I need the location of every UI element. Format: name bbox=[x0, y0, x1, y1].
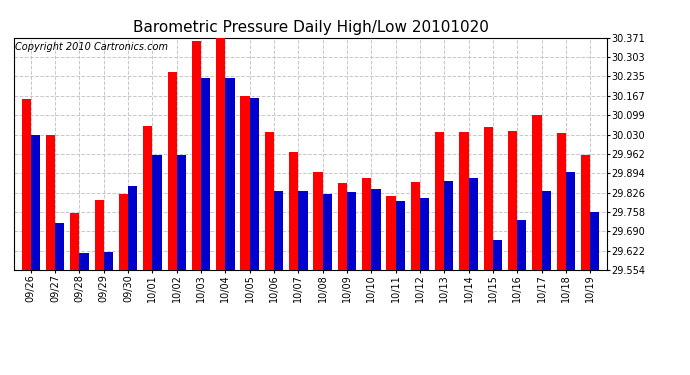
Bar bbox=[31, 135, 40, 270]
Bar bbox=[95, 200, 103, 270]
Bar bbox=[411, 182, 420, 270]
Bar bbox=[298, 192, 308, 270]
Bar bbox=[168, 72, 177, 270]
Bar bbox=[371, 189, 381, 270]
Bar bbox=[226, 78, 235, 270]
Bar bbox=[362, 178, 371, 270]
Bar bbox=[581, 155, 590, 270]
Bar bbox=[469, 178, 477, 270]
Bar bbox=[532, 115, 542, 270]
Bar bbox=[119, 194, 128, 270]
Bar bbox=[323, 194, 332, 270]
Bar bbox=[70, 213, 79, 270]
Bar bbox=[128, 186, 137, 270]
Bar bbox=[590, 212, 600, 270]
Bar bbox=[395, 201, 405, 270]
Bar bbox=[518, 220, 526, 270]
Bar bbox=[144, 126, 152, 270]
Bar bbox=[152, 155, 161, 270]
Title: Barometric Pressure Daily High/Low 20101020: Barometric Pressure Daily High/Low 20101… bbox=[132, 20, 489, 35]
Bar bbox=[216, 38, 226, 270]
Bar bbox=[420, 198, 429, 270]
Bar bbox=[177, 155, 186, 270]
Bar bbox=[313, 172, 323, 270]
Bar bbox=[347, 192, 356, 270]
Bar bbox=[104, 252, 113, 270]
Bar bbox=[557, 133, 566, 270]
Text: Copyright 2010 Cartronics.com: Copyright 2010 Cartronics.com bbox=[15, 42, 168, 52]
Bar bbox=[46, 135, 55, 270]
Bar bbox=[79, 254, 89, 270]
Bar bbox=[542, 191, 551, 270]
Bar bbox=[435, 132, 444, 270]
Bar bbox=[566, 172, 575, 270]
Bar bbox=[337, 183, 347, 270]
Bar bbox=[444, 181, 453, 270]
Bar bbox=[386, 196, 395, 270]
Bar bbox=[460, 132, 469, 270]
Bar bbox=[508, 130, 518, 270]
Bar bbox=[274, 191, 284, 270]
Bar bbox=[201, 78, 210, 270]
Bar bbox=[250, 98, 259, 270]
Bar bbox=[21, 99, 31, 270]
Bar bbox=[289, 152, 298, 270]
Bar bbox=[192, 41, 201, 270]
Bar bbox=[493, 240, 502, 270]
Bar bbox=[55, 223, 64, 270]
Bar bbox=[265, 132, 274, 270]
Bar bbox=[484, 127, 493, 270]
Bar bbox=[240, 96, 250, 270]
